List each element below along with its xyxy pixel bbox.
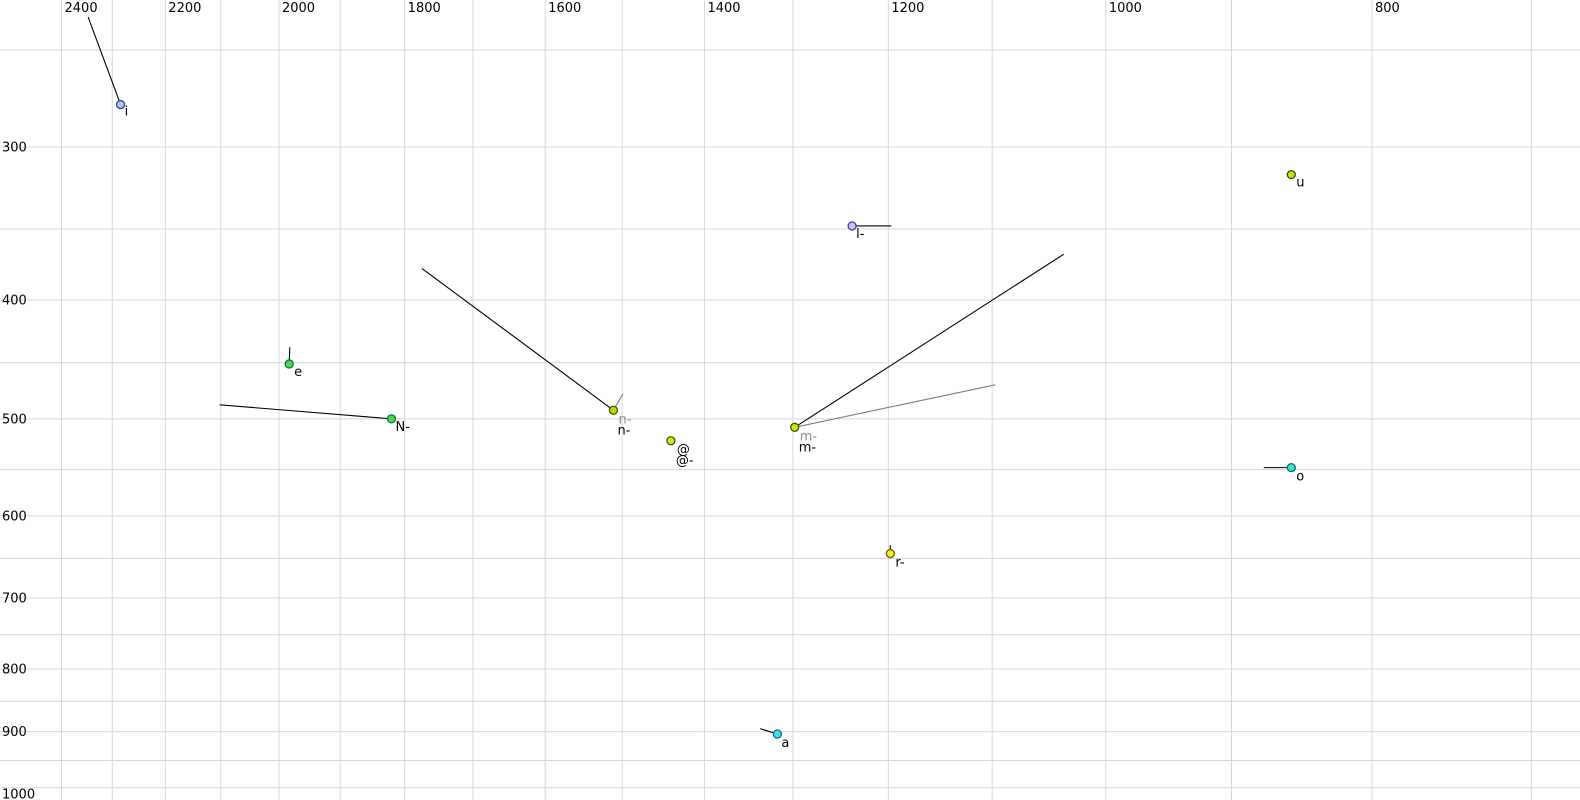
point-label: n- [618,412,631,427]
data-point-e [284,359,294,369]
y-axis-tick-label: 900 [2,725,27,740]
x-axis-tick-label: 1200 [891,1,924,16]
y-axis-tick-label: 400 [2,294,27,309]
data-point-@ [666,436,676,446]
point-tail-line [219,404,392,420]
point-label: N- [395,420,410,435]
y-axis-tick-label: 700 [2,591,27,606]
y-axis-tick-label: 600 [2,509,27,524]
point-tail-line [421,268,614,411]
data-point-n- [608,405,619,415]
y-axis-tick-label: 500 [2,412,27,427]
x-axis-tick-label: 1400 [707,1,740,16]
point-label: r- [895,556,905,571]
point-label: n- [617,423,630,438]
point-label: m- [800,429,818,444]
data-point-a [772,729,783,739]
point-tail-line [87,16,122,105]
x-axis-tick-label: 2400 [65,1,98,16]
point-label: i [125,105,129,120]
point-label: o [1296,470,1304,485]
data-point-r- [885,548,895,559]
point-label: @- [676,454,694,469]
point-label: l- [856,227,865,242]
data-point-u [1286,169,1296,180]
y-axis-tick-label: 800 [2,662,27,677]
data-point-N- [386,414,397,424]
x-axis-tick-label: 1800 [408,1,441,16]
point-label: m- [799,440,817,455]
x-axis-tick-label: 800 [1375,1,1400,16]
y-axis-tick-label: 300 [2,140,27,155]
y-axis-tick-label: 1000 [2,788,35,800]
data-point-o [1286,462,1296,473]
point-label: u [1296,176,1304,191]
x-axis-tick-label: 1000 [1109,1,1142,16]
data-point-l- [847,221,857,231]
point-label: e [294,365,302,380]
x-axis-tick-label: 1600 [548,1,581,16]
x-axis-tick-label: 2200 [168,1,201,16]
data-point-m- [790,422,800,432]
point-tail-line [794,253,1064,428]
x-axis-tick-label: 2000 [282,1,315,16]
point-tail-line [794,384,996,428]
data-point-i [115,99,126,110]
point-label: a [781,736,789,751]
point-label: @ [677,443,690,458]
